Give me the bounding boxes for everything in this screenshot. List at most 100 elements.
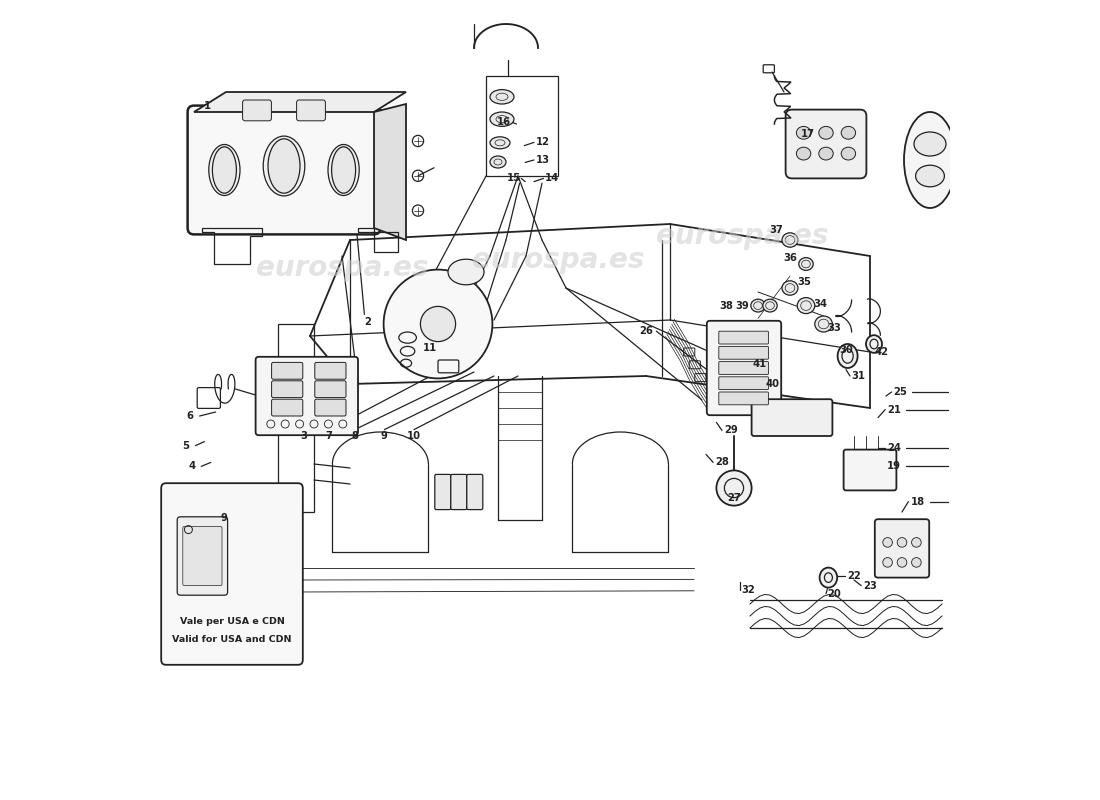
FancyBboxPatch shape [707, 321, 781, 415]
Ellipse shape [782, 281, 797, 295]
Text: 31: 31 [851, 371, 865, 381]
FancyBboxPatch shape [162, 483, 302, 665]
Text: 26: 26 [639, 326, 653, 336]
Text: 8: 8 [351, 431, 359, 441]
FancyBboxPatch shape [243, 100, 272, 121]
Text: 36: 36 [783, 253, 796, 262]
Ellipse shape [818, 126, 833, 139]
Ellipse shape [915, 166, 945, 186]
Text: eurospa.es: eurospa.es [656, 222, 828, 250]
Ellipse shape [904, 112, 956, 208]
Text: 22: 22 [847, 571, 861, 581]
Text: 29: 29 [724, 426, 738, 435]
Text: eurospa.es: eurospa.es [472, 246, 645, 274]
FancyBboxPatch shape [183, 526, 222, 586]
FancyBboxPatch shape [718, 346, 769, 359]
FancyBboxPatch shape [272, 362, 302, 379]
Text: 17: 17 [801, 130, 815, 139]
FancyBboxPatch shape [751, 399, 833, 436]
Ellipse shape [209, 145, 240, 195]
Text: 11: 11 [422, 343, 437, 353]
Ellipse shape [898, 538, 906, 547]
Text: 7: 7 [326, 431, 332, 441]
FancyBboxPatch shape [177, 517, 228, 595]
Ellipse shape [448, 259, 484, 285]
Ellipse shape [799, 258, 813, 270]
Text: 30: 30 [839, 346, 853, 355]
Text: 25: 25 [893, 387, 907, 397]
Circle shape [716, 470, 751, 506]
Text: 2: 2 [364, 318, 371, 327]
Text: 41: 41 [752, 359, 767, 369]
Text: 42: 42 [874, 347, 888, 357]
Ellipse shape [898, 558, 906, 567]
FancyBboxPatch shape [297, 100, 326, 121]
Circle shape [420, 306, 455, 342]
Text: 13: 13 [536, 155, 550, 165]
Ellipse shape [820, 568, 837, 587]
Polygon shape [374, 104, 406, 240]
Text: 20: 20 [827, 589, 840, 598]
Text: 1: 1 [204, 101, 211, 110]
FancyBboxPatch shape [315, 399, 346, 416]
FancyBboxPatch shape [785, 110, 867, 178]
Text: 34: 34 [813, 299, 827, 309]
Ellipse shape [490, 156, 506, 168]
FancyBboxPatch shape [844, 450, 896, 490]
Circle shape [384, 270, 493, 378]
Ellipse shape [883, 538, 892, 547]
Ellipse shape [796, 126, 811, 139]
Ellipse shape [798, 298, 815, 314]
Ellipse shape [762, 299, 778, 312]
Text: 38: 38 [719, 301, 733, 310]
Text: 12: 12 [536, 138, 550, 147]
Ellipse shape [751, 299, 766, 312]
Text: 3: 3 [300, 431, 307, 441]
Ellipse shape [490, 112, 514, 126]
Ellipse shape [883, 558, 892, 567]
FancyBboxPatch shape [718, 377, 769, 390]
Text: Valid for USA and CDN: Valid for USA and CDN [173, 635, 292, 645]
Ellipse shape [212, 146, 236, 194]
Ellipse shape [912, 538, 921, 547]
FancyBboxPatch shape [718, 362, 769, 374]
Ellipse shape [842, 126, 856, 139]
Text: 4: 4 [188, 462, 195, 471]
Bar [486, 76, 558, 176]
Text: 32: 32 [741, 586, 756, 595]
Ellipse shape [818, 147, 833, 160]
Text: 23: 23 [864, 581, 877, 590]
FancyBboxPatch shape [188, 106, 381, 234]
FancyBboxPatch shape [874, 519, 929, 578]
Text: 33: 33 [827, 323, 840, 333]
Text: 35: 35 [798, 277, 812, 286]
Ellipse shape [490, 137, 510, 149]
FancyBboxPatch shape [451, 474, 466, 510]
FancyBboxPatch shape [315, 362, 346, 379]
Ellipse shape [837, 344, 858, 368]
FancyBboxPatch shape [718, 331, 769, 344]
Text: 37: 37 [770, 226, 783, 235]
Text: 24: 24 [887, 443, 901, 453]
Text: 14: 14 [546, 174, 560, 183]
Ellipse shape [815, 316, 833, 332]
Text: 9: 9 [381, 431, 388, 441]
Text: Vale per USA e CDN: Vale per USA e CDN [179, 617, 285, 626]
Ellipse shape [263, 136, 305, 196]
Ellipse shape [268, 138, 300, 194]
Text: 16: 16 [496, 118, 510, 127]
Text: 15: 15 [507, 174, 521, 183]
Ellipse shape [331, 146, 355, 194]
Ellipse shape [796, 147, 811, 160]
Text: 28: 28 [715, 458, 729, 467]
Text: eurospa.es: eurospa.es [256, 254, 428, 282]
FancyBboxPatch shape [315, 381, 346, 398]
Ellipse shape [912, 558, 921, 567]
Ellipse shape [490, 90, 514, 104]
Text: 6: 6 [187, 411, 194, 421]
Ellipse shape [914, 132, 946, 156]
FancyBboxPatch shape [466, 474, 483, 510]
FancyBboxPatch shape [718, 392, 769, 405]
Text: 40: 40 [766, 379, 780, 389]
FancyBboxPatch shape [272, 399, 302, 416]
